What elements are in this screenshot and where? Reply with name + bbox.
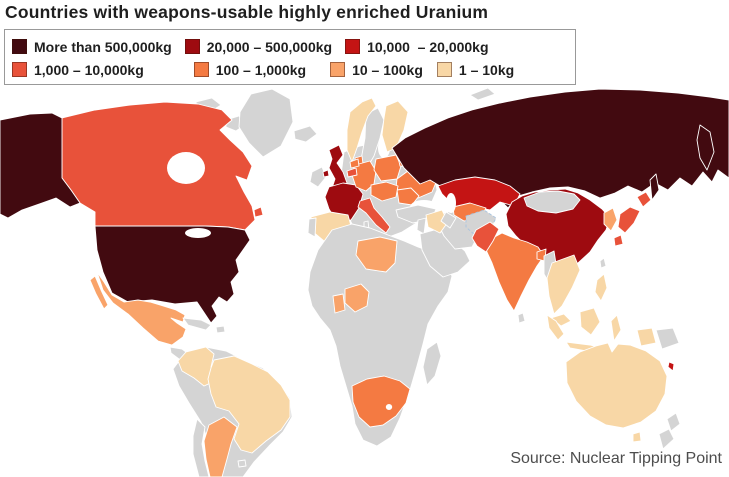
country-greenland [238,88,294,158]
country-brazil [207,355,291,454]
legend-label-cat1: More than 500,000kg [34,38,172,55]
island-borneo [579,307,601,336]
country-ghana [332,293,346,314]
peninsula-baja [89,275,109,310]
country-pakistan [471,221,500,253]
page-title: Countries with weapons-usable highly enr… [5,2,489,22]
region-korea [603,207,618,232]
island-newfoundland [253,206,264,218]
country-iceland [293,125,318,143]
legend-swatch-cat7 [436,62,452,77]
water-caspian-sea [446,193,456,213]
country-argentina [203,416,238,477]
region-central-europe [370,181,399,202]
region-levant [416,217,427,235]
country-romania [396,187,420,206]
country-libya [355,236,398,273]
country-germany [351,160,377,192]
legend-item: 1,000 – 10,000kg [12,62,144,78]
island-hokkaido [636,191,652,208]
water-hudson-bay [167,152,205,184]
country-south-africa [351,375,411,428]
country-belgium [346,167,358,178]
country-norway [346,97,377,163]
legend-item: 10 – 100kg [330,62,423,78]
country-india [485,232,545,312]
country-italy [357,197,391,234]
state-alaska [0,112,81,219]
island-kyushu [613,234,624,247]
legend-swatch-cat6 [330,62,346,77]
legend-swatch-cat4 [12,62,27,77]
country-cuba [182,317,212,331]
region-northern-ireland [322,169,330,178]
water-great-lakes [185,228,211,238]
country-mexico [96,271,187,346]
legend-item: 100 – 1,000kg [193,61,307,78]
legend-label-cat5: 100 – 1,000kg [215,61,307,78]
legend-row-2: 1,000 – 10,000kg 100 – 1,000kg 10 – 100k… [12,58,568,81]
legend-row-1: More than 500,000kg 20,000 – 500,000kg 1… [12,35,568,58]
legend-label-cat7: 1 – 10kg [458,61,515,78]
country-netherlands [349,158,360,169]
legend-label-cat2: 20,000 – 500,000kg [206,38,333,55]
arctic-island [469,87,496,101]
island-falklands [237,459,247,468]
country-canada [61,101,256,231]
island-taiwan [599,257,607,269]
country-nigeria [344,283,370,313]
island-nz-north [666,412,681,432]
island-west-papua [636,327,657,347]
island-sulawesi [610,314,622,342]
legend-item: 10,000 – 20,000kg [345,38,489,55]
island-honshu [617,206,641,234]
region-africa-base [307,223,453,447]
island-hispaniola [215,325,226,334]
enclave-lesotho [385,404,393,410]
region-indochina [546,254,581,315]
country-madagascar [422,341,442,386]
legend-item: 1 – 10kg [436,61,515,78]
island-pacific-mark [667,361,675,372]
country-mongolia [523,190,581,214]
legend-swatch-cat5 [193,62,209,77]
peninsula-kamchatka [696,124,715,171]
country-turkmenistan [440,211,457,229]
legend-label-cat4: 1,000 – 10,000kg [34,61,144,78]
legend-swatch-cat1 [12,39,27,54]
legend-item: 20,000 – 500,000kg [184,38,333,55]
legend-item: More than 500,000kg [12,39,172,55]
island-nz-south [658,428,675,450]
country-france [324,182,364,223]
country-ireland [309,166,327,188]
legend-box: More than 500,000kg 20,000 – 500,000kg 1… [4,29,576,85]
island-sri-lanka [517,312,526,324]
country-poland [373,154,402,182]
island-sakhalin [649,173,660,201]
legend-label-cat6: 10 – 100kg [352,61,423,78]
country-sweden [360,107,385,169]
legend-swatch-cat2 [184,39,200,54]
island-sumatra [546,314,565,341]
island-tasmania [632,431,642,443]
country-chile [192,418,210,477]
source-attribution: Source: Nuclear Tipping Point [510,450,722,467]
country-iraq [425,209,449,234]
country-portugal [307,217,317,238]
legend-label-cat3: 10,000 – 20,000kg [367,38,489,55]
legend-swatch-cat3 [345,39,361,54]
country-philippines [594,273,608,302]
country-papua-new-guinea [655,327,680,350]
country-australia [565,342,668,429]
